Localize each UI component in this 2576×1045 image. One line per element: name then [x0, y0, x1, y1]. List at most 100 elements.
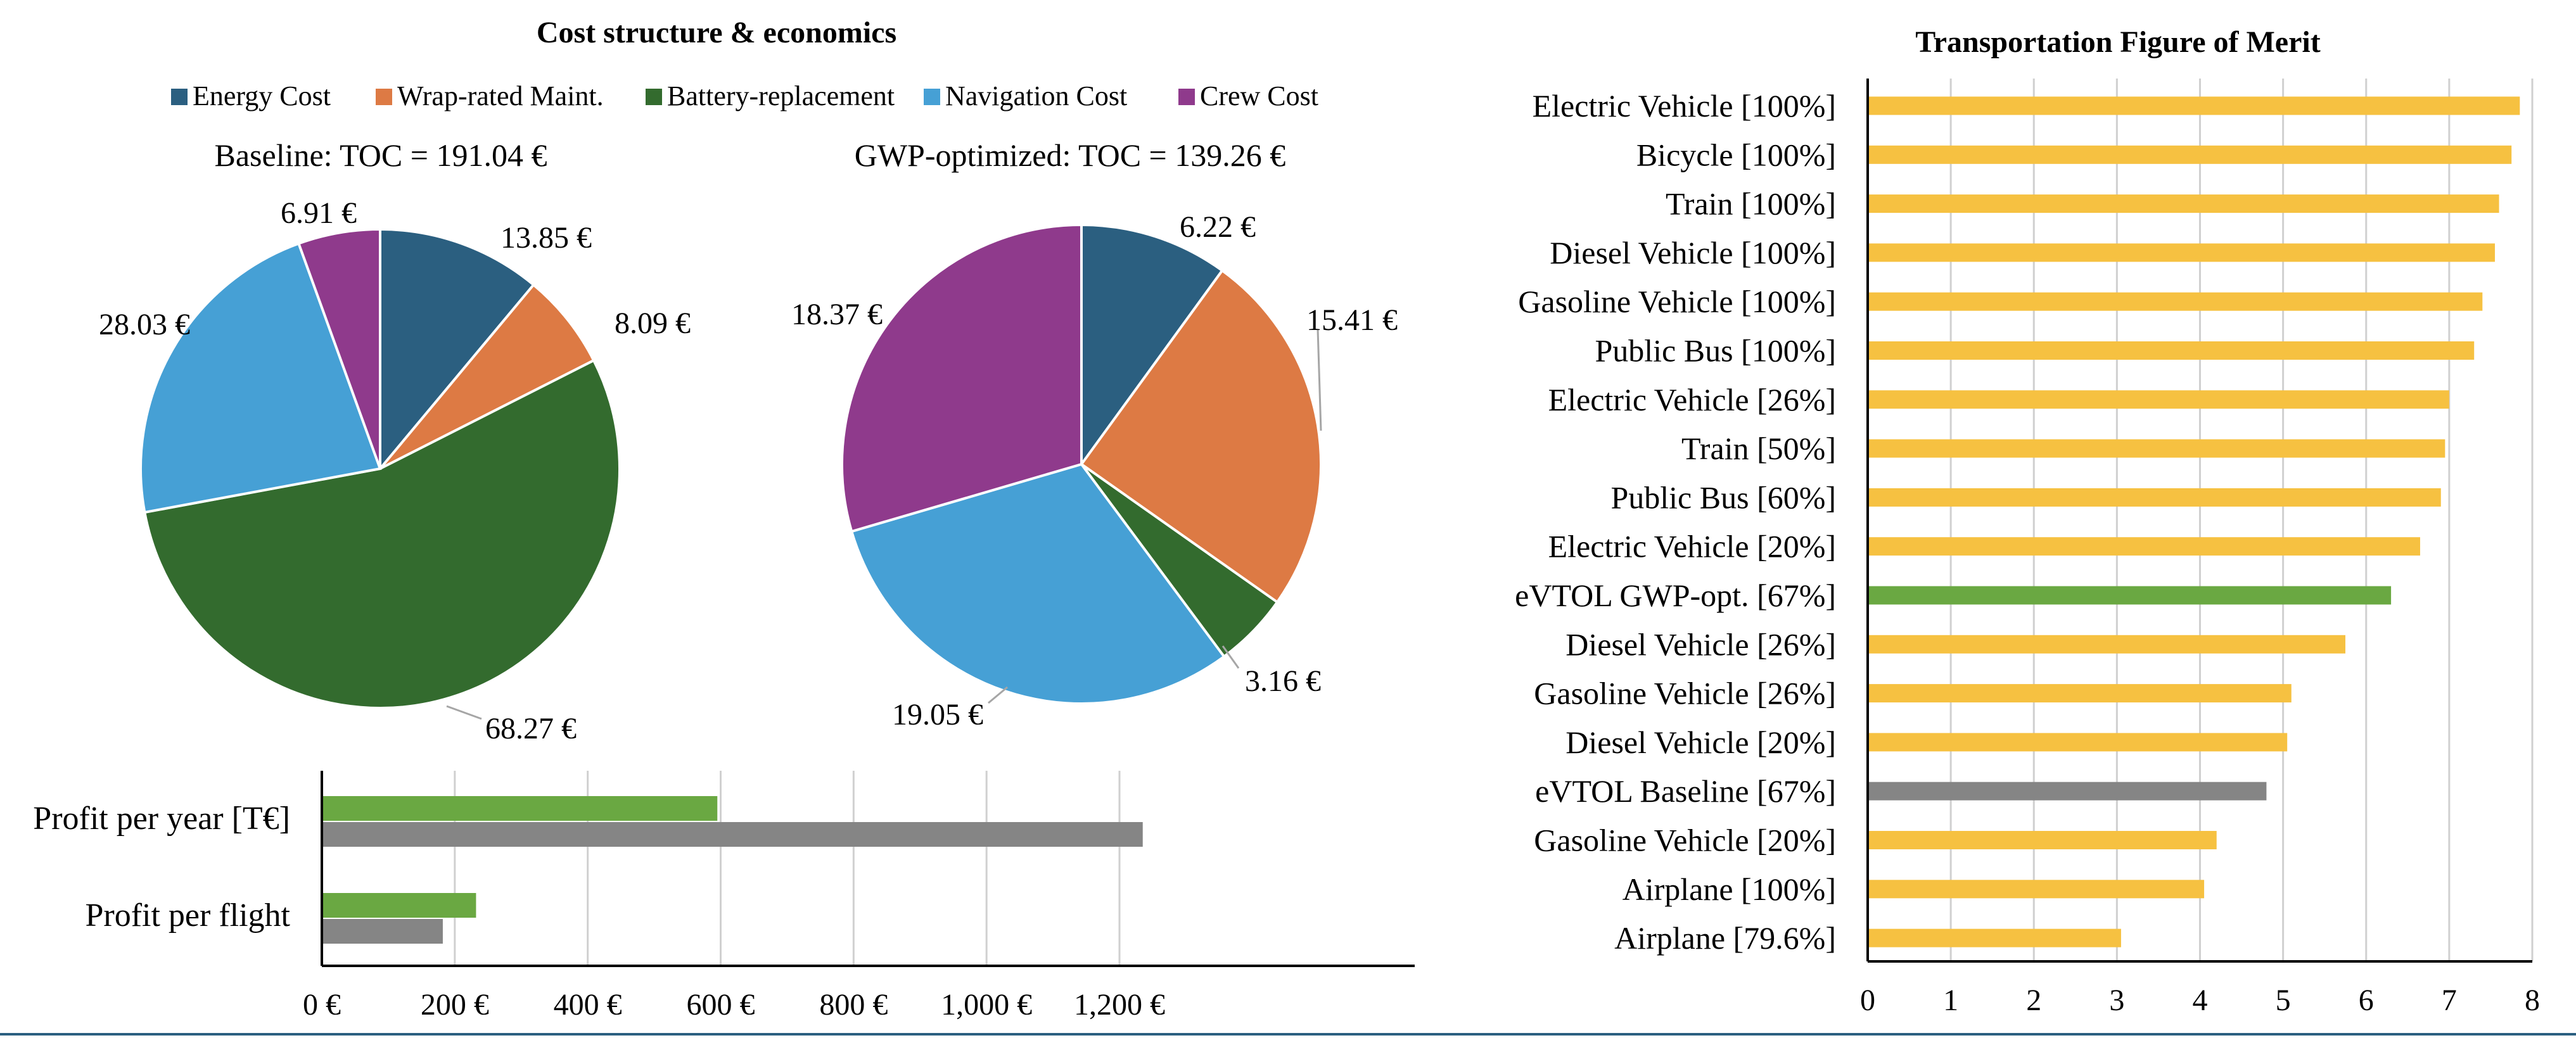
fom-title: Transportation Figure of Merit [1915, 25, 2320, 59]
transportation-figure-of-merit-chart: Transportation Figure of Merit 0 1 2 3 4 5 6 7 8… [1515, 25, 2540, 1017]
fom-bar-train-50 [1868, 439, 2445, 458]
fom-category-label: eVTOL Baseline [67%] [1535, 773, 1836, 809]
pie-slice-energy-cost [379, 227, 535, 472]
fom-bar-public-bus-60 [1868, 488, 2441, 507]
pie-slice-energy-cost [1080, 223, 1224, 469]
fom-category-label: Gasoline Vehicle [26%] [1534, 676, 1836, 711]
fom-category-label: eVTOL GWP-opt. [67%] [1515, 578, 1836, 613]
fom-tick-label: 1 [1943, 984, 1958, 1017]
fom-tick-label: 5 [2276, 984, 2291, 1017]
profit-bar-gwp-optimized [322, 893, 476, 918]
pie-slice-crew-cost [296, 227, 381, 469]
profit-tick-label: 200 € [421, 988, 489, 1022]
leader-line [988, 686, 1008, 704]
pie-data-label: 15.41 € [1306, 303, 1398, 337]
fom-bar-electric-vehicle-100 [1868, 96, 2520, 115]
fom-category-label: Public Bus [100%] [1595, 333, 1836, 369]
fom-category-label: Electric Vehicle [20%] [1548, 529, 1836, 564]
leader-line [1221, 645, 1240, 669]
pie-data-label: 68.27 € [485, 712, 577, 745]
fom-category-label: Train [100%] [1666, 186, 1836, 222]
cost-structure-panel: Cost structure & economics Energy Cost Wr… [99, 16, 1398, 745]
legend-swatch-wrap-rated-maint [376, 89, 392, 105]
fom-bar-airplane-100 [1868, 880, 2205, 899]
profit-bar-gwp-optimized [322, 796, 718, 821]
fom-tick-label: 4 [2193, 984, 2208, 1017]
baseline-pie-title: Baseline: TOC = 191.04 € [215, 137, 547, 173]
baseline-pie: 13.85 € 8.09 € 68.27 € 28.03 € 6.91 € [99, 196, 691, 745]
fom-category-label: Bicycle [100%] [1636, 137, 1836, 172]
pie-slice-battery-replacement [143, 358, 621, 709]
leader-line [446, 705, 482, 720]
pie-slice-navigation-cost [139, 241, 382, 514]
profit-bar-baseline [322, 919, 443, 944]
fom-category-label: Gasoline Vehicle [100%] [1518, 284, 1836, 319]
fom-bar-electric-vehicle-26 [1868, 390, 2449, 409]
pie-data-label: 8.09 € [615, 307, 691, 340]
profit-tick-label: 600 € [687, 988, 755, 1022]
pie-data-label: 6.22 € [1180, 210, 1256, 244]
profit-category-label: Profit per year [T€] [33, 801, 290, 837]
fom-bar-evtol-baseline-67 [1868, 782, 2267, 801]
profit-category-label: Profit per flight [85, 897, 290, 934]
fom-bar-bicycle-100 [1868, 145, 2512, 164]
pie-data-label: 6.91 € [281, 196, 357, 230]
fom-bar-evtol-gwp-opt-67 [1868, 586, 2392, 605]
profit-bar-baseline [322, 822, 1143, 847]
fom-bar-electric-vehicle-20 [1868, 537, 2420, 556]
fom-category-label: Electric Vehicle [100%] [1533, 88, 1836, 124]
fom-bar-diesel-vehicle-26 [1868, 635, 2345, 654]
legend-label-energy-cost: Energy Cost [193, 80, 331, 111]
fom-category-label: Diesel Vehicle [100%] [1550, 235, 1836, 270]
pie-slice-wrap-rated-maint [379, 282, 596, 470]
leader-line [1317, 329, 1322, 431]
fom-category-label: Public Bus [60%] [1610, 479, 1836, 515]
gwp-pie-title: GWP-optimized: TOC = 139.26 € [855, 137, 1286, 173]
fom-category-label: Electric Vehicle [26%] [1548, 382, 1836, 417]
fom-bar-diesel-vehicle-100 [1868, 243, 2495, 262]
fom-bar-train-100 [1868, 194, 2499, 213]
fom-bar-public-bus-100 [1868, 341, 2475, 360]
fom-bar-gasoline-vehicle-26 [1868, 684, 2292, 703]
profit-tick-label: 1,200 € [1074, 988, 1165, 1022]
fom-category-label: Airplane [79.6%] [1614, 920, 1836, 956]
fom-tick-label: 7 [2442, 984, 2457, 1017]
cost-structure-title: Cost structure & economics [537, 16, 896, 49]
fom-category-label: Diesel Vehicle [20%] [1565, 725, 1836, 760]
profit-tick-label: 0 € [303, 988, 341, 1022]
fom-bar-airplane-79-6 [1868, 928, 2121, 947]
legend-label-wrap-rated-maint: Wrap-rated Maint. [397, 80, 604, 111]
fom-bar-diesel-vehicle-20 [1868, 733, 2288, 752]
pie-data-label: 19.05 € [892, 698, 983, 732]
legend-label-crew-cost: Crew Cost [1200, 80, 1318, 111]
fom-bar-gasoline-vehicle-100 [1868, 292, 2483, 311]
fom-tick-label: 3 [2109, 984, 2124, 1017]
profit-tick-label: 400 € [554, 988, 622, 1022]
cost-legend: Energy Cost Wrap-rated Maint. Battery-repl… [171, 80, 1318, 111]
fom-tick-label: 0 [1860, 984, 1875, 1017]
pie-slice-navigation-cost [850, 462, 1226, 706]
pie-slice-wrap-rated-maint [1080, 269, 1322, 604]
profit-tick-label: 1,000 € [941, 988, 1032, 1022]
pie-data-label: 18.37 € [791, 298, 883, 331]
gwp-optimized-pie: 6.22 € 15.41 € 3.16 € 19.05 € 18.37 € [791, 210, 1398, 732]
profit-tick-label: 800 € [819, 988, 888, 1022]
fom-category-label: Diesel Vehicle [26%] [1565, 626, 1836, 662]
legend-swatch-energy-cost [171, 89, 188, 105]
pie-slice-crew-cost [841, 223, 1083, 533]
legend-swatch-navigation-cost [924, 89, 940, 105]
legend-swatch-battery-replacement [646, 89, 662, 105]
legend-label-navigation-cost: Navigation Cost [945, 80, 1127, 111]
pie-data-label: 3.16 € [1245, 664, 1321, 698]
fom-category-label: Train [50%] [1681, 431, 1836, 466]
fom-tick-label: 8 [2525, 984, 2540, 1017]
legend-swatch-crew-cost [1178, 89, 1195, 105]
pie-data-label: 28.03 € [99, 308, 190, 341]
fom-category-label: Airplane [100%] [1623, 871, 1836, 907]
fom-bar-gasoline-vehicle-20 [1868, 831, 2217, 849]
pie-data-label: 13.85 € [501, 221, 592, 255]
fom-tick-label: 2 [2026, 984, 2041, 1017]
fom-tick-label: 6 [2359, 984, 2374, 1017]
legend-label-battery-replacement: Battery-replacement [667, 80, 895, 111]
